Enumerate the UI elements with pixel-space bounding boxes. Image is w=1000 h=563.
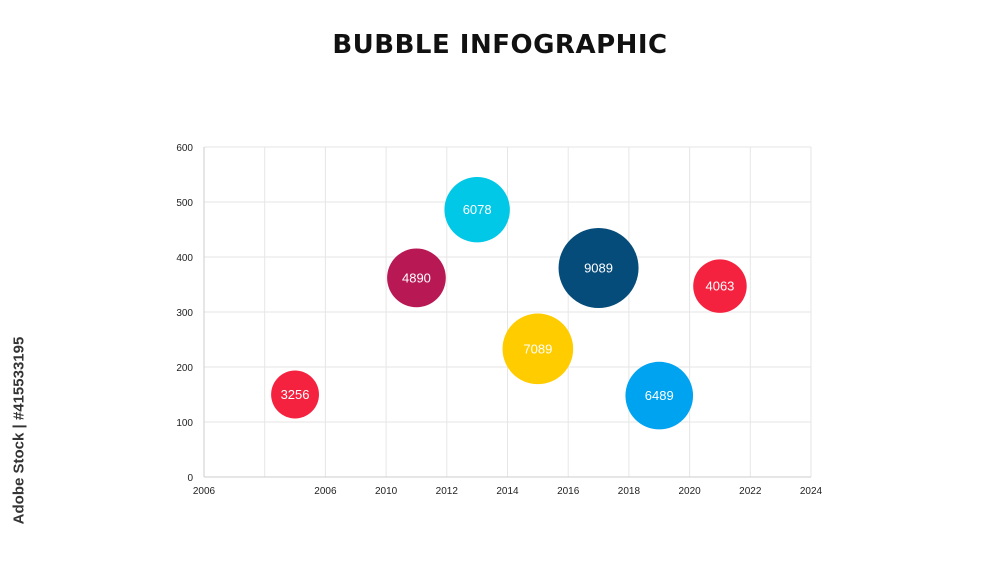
watermark-text: Adobe Stock | #415533195 — [10, 336, 28, 524]
x-tick-label: 2012 — [436, 486, 459, 497]
bubbles: 3256 4890 6078 7089 9089 6489 4063 — [271, 176, 747, 430]
x-tick-label: 2022 — [739, 486, 762, 497]
x-tick-label: 2020 — [678, 486, 701, 497]
bubble-circle — [271, 370, 319, 419]
chart-title: BUBBLE INFOGRAPHIC — [332, 30, 668, 60]
bubble-circle — [693, 259, 747, 313]
x-tick-label: 2006 — [193, 486, 216, 497]
grid — [203, 146, 812, 478]
bubble-value-label: 6078 — [463, 202, 492, 217]
bubble-circle — [444, 176, 510, 243]
y-tick-label: 200 — [176, 363, 193, 374]
x-tick-label: 2014 — [496, 486, 519, 497]
x-tick-label: 2006 — [314, 486, 337, 497]
tick-labels: 2006 2006 2010 2012 2014 2016 2018 2020 2022 2024… — [176, 143, 822, 497]
bubble-value-label: 7089 — [523, 341, 552, 356]
bubble-circle — [625, 361, 694, 430]
bubble: 7089 — [502, 313, 574, 385]
bubble: 3256 — [271, 370, 319, 419]
x-tick-label: 2016 — [557, 486, 580, 497]
bubble-circle — [558, 228, 639, 308]
bubble: 4063 — [693, 259, 747, 313]
bubble-value-label: 9089 — [584, 261, 613, 276]
bubble-circle — [387, 248, 446, 308]
bubble: 6078 — [444, 176, 510, 243]
bubble: 9089 — [558, 228, 639, 308]
x-tick-label: 2024 — [800, 486, 823, 497]
x-tick-label: 2010 — [375, 486, 398, 497]
bubble: 4890 — [387, 248, 446, 308]
y-tick-label: 400 — [176, 253, 193, 264]
bubble-value-label: 4890 — [402, 270, 431, 285]
bubble-circle — [502, 313, 574, 385]
y-tick-label: 600 — [176, 143, 193, 154]
bubble: 6489 — [625, 361, 694, 430]
y-tick-label: 500 — [176, 198, 193, 209]
y-tick-label: 100 — [176, 418, 193, 429]
y-tick-label: 0 — [187, 473, 193, 484]
watermark: Adobe Stock | #415533195 — [4, 330, 34, 530]
y-tick-label: 300 — [176, 308, 193, 319]
bubble-value-label: 6489 — [645, 388, 674, 403]
x-tick-label: 2018 — [618, 486, 641, 497]
bubble-value-label: 3256 — [281, 387, 310, 402]
axes — [203, 147, 811, 478]
bubble-value-label: 4063 — [705, 279, 734, 294]
